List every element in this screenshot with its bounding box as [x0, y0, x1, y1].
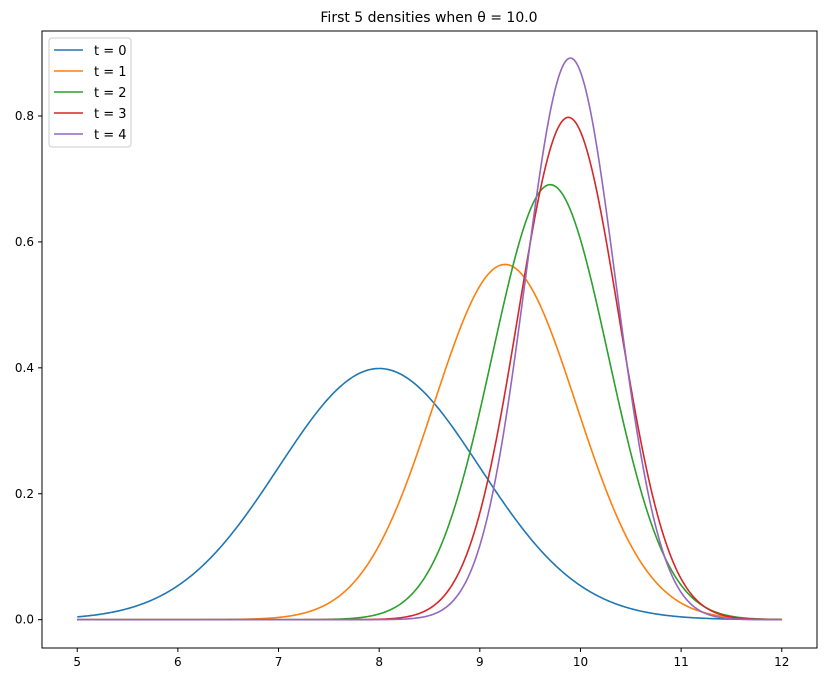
legend-label: t = 0: [94, 44, 127, 59]
y-tick-label: 0.8: [15, 109, 34, 123]
axes-frame: [41, 30, 818, 649]
legend-box: [48, 37, 132, 148]
series-line-t2: [77, 183, 782, 621]
y-tick-label: 0.6: [15, 235, 34, 249]
legend-label: t = 3: [94, 107, 127, 122]
x-tick-label: 11: [673, 655, 688, 669]
legend-label: t = 4: [94, 128, 127, 143]
x-tick-label: 10: [573, 655, 588, 669]
x-tick-label: 8: [375, 655, 383, 669]
x-tick-label: 6: [174, 655, 182, 669]
series-line-t1: [77, 263, 782, 621]
y-tick-label: 0.2: [15, 487, 34, 501]
series-line-t4: [77, 57, 782, 621]
x-tick-label: 12: [774, 655, 789, 669]
x-tick-label: 5: [73, 655, 81, 669]
series-line-t3: [77, 116, 782, 621]
legend: t = 0 t = 1 t = 2 t = 3 t = 4: [48, 37, 132, 148]
legend-label: t = 2: [94, 86, 127, 101]
y-tick-label: 0.4: [15, 361, 34, 375]
x-tick-label: 7: [275, 655, 283, 669]
series-line-t0: [77, 367, 782, 621]
x-tick-label: 9: [476, 655, 484, 669]
chart-title: First 5 densities when θ = 10.0: [320, 10, 537, 26]
y-tick-label: 0.0: [15, 613, 34, 627]
legend-label: t = 1: [94, 65, 127, 80]
